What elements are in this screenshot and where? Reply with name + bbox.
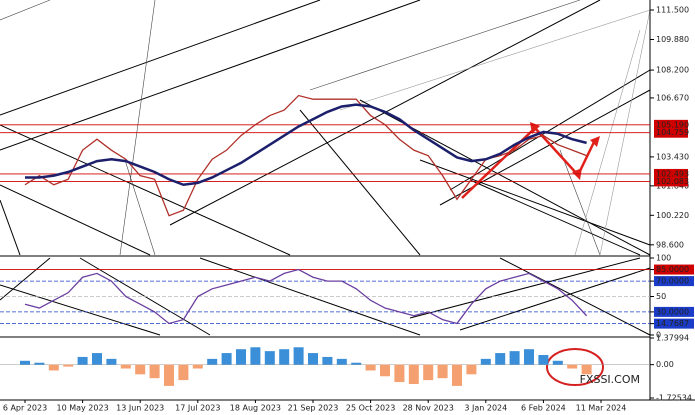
tick-label-bg	[654, 264, 694, 275]
y-tick-label: 111.500	[656, 6, 689, 15]
bar	[538, 355, 549, 365]
level-label-bg	[654, 168, 688, 179]
y-tick-label: 50	[656, 292, 666, 301]
x-tick-label: 21 Sep 2023	[288, 404, 339, 413]
level-label: 104.759	[656, 128, 689, 137]
level-label-bg	[654, 127, 688, 138]
bar	[351, 362, 362, 365]
x-tick-label: 17 Jul 2023	[175, 404, 220, 413]
y-tick-label: 14.7687	[656, 319, 689, 328]
y-tick-label: 1.37994	[656, 334, 689, 343]
bar	[264, 351, 275, 365]
y-tick-label: 0	[656, 331, 661, 340]
tick-label-bg	[654, 306, 694, 317]
level-label: 102.083	[656, 177, 689, 186]
bar	[552, 360, 563, 365]
series-line	[25, 103, 587, 187]
level-label: 102.493	[656, 169, 689, 178]
x-tick-label: 3 Jan 2024	[464, 404, 507, 413]
bar	[495, 353, 506, 365]
bar	[178, 364, 189, 381]
x-tick-label: 10 May 2023	[57, 404, 109, 413]
bar	[63, 364, 74, 367]
bar	[365, 364, 376, 371]
bar	[380, 364, 390, 377]
y-tick-label: 100.220	[656, 211, 689, 220]
bar	[509, 351, 520, 365]
tick-label-bg	[654, 276, 694, 287]
bar	[48, 364, 59, 371]
bar	[236, 349, 246, 365]
bar	[92, 353, 102, 365]
level-label: 105.190	[656, 120, 689, 129]
y-tick-label: 85.0000	[656, 265, 689, 274]
x-tick-label: 6 Feb 2024	[521, 404, 566, 413]
bar	[164, 364, 174, 386]
bar	[192, 364, 203, 369]
bar	[221, 353, 232, 365]
bar	[207, 358, 218, 365]
watermark: FXSSI.COM	[580, 373, 640, 386]
y-tick-label: 70.0000	[656, 277, 689, 286]
tick-label-bg	[654, 318, 694, 329]
bar	[293, 347, 304, 365]
bar	[308, 353, 318, 365]
y-tick-label: 98.600	[656, 240, 684, 249]
x-tick-label: 11 Mar 2024	[576, 404, 627, 413]
x-tick-label: 25 Oct 2023	[346, 404, 395, 413]
x-tick-label: 6 Apr 2023	[3, 404, 47, 413]
bar	[336, 358, 347, 365]
bar	[437, 364, 448, 379]
y-tick-label: 106.670	[656, 93, 689, 102]
bar	[423, 364, 434, 381]
bar	[120, 364, 131, 369]
bar	[250, 347, 261, 365]
bar	[452, 364, 462, 386]
bar	[466, 364, 477, 375]
y-tick-label: -1.72534	[656, 394, 692, 403]
bar	[394, 364, 405, 383]
y-tick-label: 30.0000	[656, 307, 689, 316]
x-tick-label: 13 Jun 2023	[116, 404, 164, 413]
bar	[77, 356, 88, 365]
bar	[135, 364, 146, 375]
y-tick-label: 100	[656, 254, 671, 263]
bar	[581, 364, 592, 375]
bar	[34, 362, 45, 365]
series-line	[24, 268, 588, 325]
bar	[279, 349, 290, 365]
bar	[322, 356, 333, 365]
level-label-bg	[654, 119, 688, 130]
y-tick-label: 109.880	[656, 35, 689, 44]
y-tick-label: 108.200	[656, 66, 689, 75]
highlight-ellipse	[546, 348, 604, 386]
bar	[149, 364, 160, 379]
x-tick-label: 18 Aug 2023	[230, 404, 281, 413]
level-label-bg	[654, 176, 688, 187]
y-tick-label: 103.430	[656, 152, 689, 161]
bar	[106, 358, 117, 365]
bar	[480, 358, 491, 365]
bar	[524, 349, 534, 365]
bar	[567, 364, 578, 369]
bar	[408, 364, 419, 384]
x-tick-label: 28 Nov 2023	[403, 404, 454, 413]
y-tick-label: 0.00	[656, 360, 674, 369]
bar	[20, 360, 30, 365]
